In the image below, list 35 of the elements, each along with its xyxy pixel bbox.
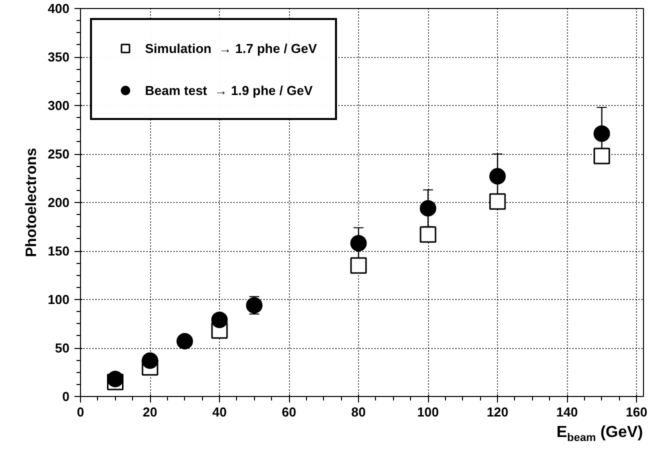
y-tick-label: 350 [48,50,70,64]
x-tick-label: 40 [212,404,227,420]
x-tick-label: 140 [556,404,578,420]
point [142,352,158,369]
point [246,297,263,314]
legend-label: Simulation → 1.7 phe / GeV [145,40,317,56]
x-tick-label: 100 [417,404,439,420]
x-tick-label: 160 [626,404,648,420]
legend-label: Beam test → 1.9 phe / GeV [145,82,313,98]
y-tick-label: 100 [48,292,70,307]
point [594,125,610,142]
y-tick-label: 0 [62,389,70,404]
y-tick-label: 50 [55,340,70,356]
point [594,148,610,164]
x-tick-label: 20 [142,404,158,420]
y-tick-label: 400 [48,1,70,16]
x-tick-label: 80 [351,404,366,420]
y-tick-label: 150 [48,244,70,258]
point [420,226,436,243]
x-tick-label: 60 [282,404,296,420]
point [176,332,194,350]
point [350,257,367,274]
point [420,200,436,217]
y-tick-label: 300 [48,98,70,113]
y-axis-title: Photoelectrons [22,148,40,258]
x-tick-label: 0 [76,404,84,420]
x-tick-label: 120 [486,404,508,420]
point [107,370,124,388]
point [489,168,506,185]
point [211,312,228,328]
point [350,235,367,252]
point [489,193,506,210]
y-tick-label: 200 [48,195,70,210]
x-axis-title: E$_{beam}$ (GeV) [556,424,643,446]
y-tick-label: 250 [48,146,70,162]
